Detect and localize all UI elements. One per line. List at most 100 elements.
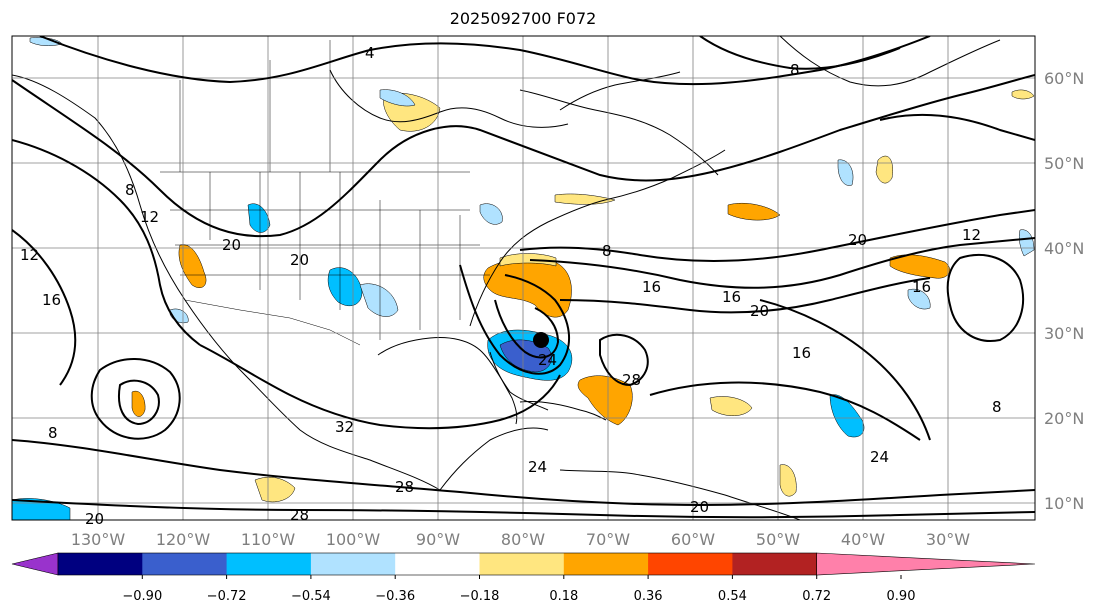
warm-anomaly-atlantic-north	[727, 202, 781, 221]
colorbar-segment	[142, 553, 228, 575]
contour-label: 24	[528, 458, 547, 476]
central-america-coast	[439, 427, 549, 491]
contour-north-atlantic	[879, 113, 1035, 141]
atlantic-coastline	[469, 149, 726, 327]
colorbar-tick-label: −0.72	[207, 589, 247, 604]
colorbar-tick-label: 0.18	[549, 589, 578, 604]
warm-anomaly-virginia	[499, 253, 557, 267]
greenland-coast	[779, 36, 1001, 87]
colorbar-segment	[648, 553, 733, 575]
warm-anomaly-eastern-pacific	[254, 477, 296, 503]
contour-label: 20	[290, 251, 309, 269]
colorbar-segment	[479, 553, 565, 575]
contour-label: 20	[222, 236, 241, 254]
warm-anomaly-north-atlantic	[875, 155, 893, 184]
contour-label: 16	[42, 291, 61, 309]
contour-label: 20	[690, 498, 709, 516]
colorbar-tick-label: 0.72	[802, 589, 831, 604]
contour-label: 16	[722, 288, 741, 306]
contour-label: 8	[48, 424, 58, 442]
contour-atlantic-low	[946, 254, 1025, 342]
lon-label: 130°W	[71, 530, 126, 549]
lon-label: 30°W	[926, 530, 970, 549]
contour-12-west	[12, 139, 201, 346]
contour-label: 8	[790, 61, 800, 79]
colorbar-tick-label: 0.36	[634, 589, 663, 604]
cool-anomaly-plains	[327, 267, 363, 307]
pacific-coastline	[12, 74, 441, 491]
contour-24-atlantic	[649, 381, 921, 441]
contour-label: 8	[125, 181, 135, 199]
colorbar-tick-label: −0.54	[291, 589, 331, 604]
map-frame	[11, 35, 1036, 521]
labrador-coastline	[519, 89, 719, 176]
lon-label: 80°W	[501, 530, 545, 549]
contour-pacific-low-outer	[90, 358, 181, 440]
lon-label: 90°W	[416, 530, 460, 549]
contour-12-pac	[12, 229, 77, 386]
cool-anomaly-rockies	[247, 203, 271, 233]
cool-anomaly-labrador-sea	[837, 159, 854, 186]
contour-label: 4	[365, 44, 375, 62]
contour-label: 28	[395, 478, 414, 496]
state-borders-vertical	[209, 172, 461, 340]
contour-label: 12	[20, 246, 39, 264]
warm-anomaly-atlantic-east	[889, 254, 950, 279]
lon-label: 70°W	[586, 530, 630, 549]
contour-28-south	[12, 499, 1035, 519]
storm-center-marker	[533, 332, 549, 348]
cool-anomaly-hudson	[379, 89, 416, 107]
colorbar-tick-label: −0.18	[460, 589, 500, 604]
colorbar-segment	[563, 553, 649, 575]
cool-anomaly-midwest	[359, 283, 399, 317]
contour-8	[12, 74, 1035, 238]
colorbar-tick-label: 0.54	[718, 589, 747, 604]
lat-label: 10°N	[1044, 494, 1084, 513]
colorbar-segment	[226, 553, 312, 575]
colorbar-tick-label: −0.90	[122, 589, 162, 604]
colorbar	[11, 552, 1036, 576]
contour-24-south	[12, 439, 1035, 507]
contour-storm-outer	[459, 264, 571, 375]
colorbar-tick-labels: −0.90 −0.72 −0.54 −0.36 −0.18 0.18 0.36 0.54 0.7…	[122, 575, 915, 604]
lat-label: 40°N	[1044, 239, 1084, 258]
colorbar-segment	[395, 553, 480, 575]
contour-label: 16	[642, 278, 661, 296]
contour-label: 12	[962, 226, 981, 244]
lat-label: 20°N	[1044, 409, 1084, 428]
lon-label: 120°W	[156, 530, 211, 549]
colorbar-segment	[732, 553, 818, 575]
contour-greenland	[699, 36, 901, 70]
cool-anomaly-storm-core	[499, 339, 552, 373]
contour-storm-inner	[494, 299, 560, 359]
coastlines	[12, 36, 1001, 520]
latitude-labels: 60°N 50°N 40°N 30°N 20°N 10°N	[1044, 69, 1084, 513]
cool-anomaly-east-edge	[1018, 229, 1035, 257]
cool-anomaly-azores	[907, 288, 931, 310]
contour-labels: 4 8 8 8 12 12 12 16 16 16 16 16 20 20 20…	[20, 44, 1002, 528]
lat-label: 50°N	[1044, 154, 1084, 173]
warm-anomaly-central-atlantic	[709, 396, 753, 416]
map-title: 2025092700 F072	[449, 9, 597, 28]
cool-anomaly-great-lakes	[479, 203, 503, 225]
contour-16-atlantic	[529, 237, 1035, 289]
warm-anomaly-bahamas	[577, 375, 633, 426]
colorbar-tick-label: 0.90	[887, 589, 916, 604]
contour-label: 32	[335, 418, 354, 436]
warm-anomaly-greenland	[1011, 89, 1035, 100]
contour-4	[39, 36, 931, 86]
contour-12-atlantic	[519, 209, 1035, 263]
contour-label: 20	[750, 302, 769, 320]
contours	[12, 36, 1035, 519]
colorbar-extend-low	[11, 552, 59, 576]
colorbar-tick-label: −0.36	[375, 589, 415, 604]
colorbar-segment	[310, 553, 396, 575]
gulf-coastline	[377, 337, 549, 411]
contour-atlantic-mid	[759, 299, 931, 441]
contour-pacific-low-inner	[118, 379, 160, 426]
colorbar-extend-high	[816, 552, 1036, 576]
warm-anomaly-pacific-low	[131, 390, 146, 417]
lon-label: 40°W	[841, 530, 885, 549]
political-borders	[160, 40, 490, 346]
